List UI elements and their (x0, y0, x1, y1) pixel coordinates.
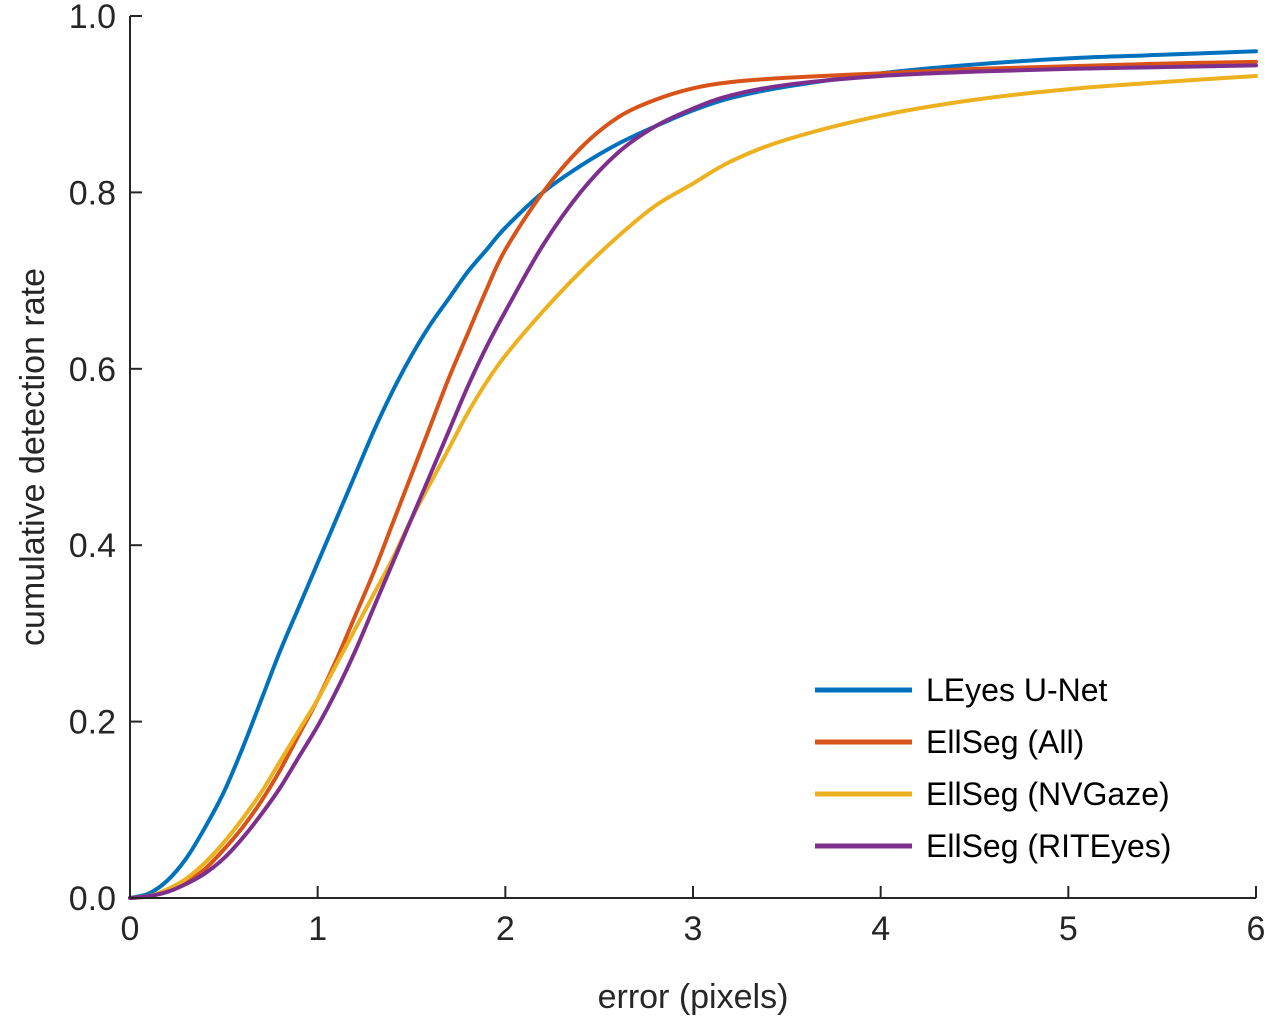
y-tick-label: 0.6 (69, 351, 116, 389)
x-tick-label: 5 (1059, 910, 1078, 948)
legend-label-1: EllSeg (All) (926, 724, 1084, 760)
legend-label-0: LEyes U-Net (926, 672, 1108, 708)
legend-label-2: EllSeg (NVGaze) (926, 776, 1170, 812)
y-tick-label: 1.0 (69, 0, 116, 36)
x-axis-label: error (pixels) (598, 978, 789, 1016)
legend-label-3: EllSeg (RITEyes) (926, 828, 1171, 864)
series-line-2 (128, 73, 1258, 900)
x-tick-label: 0 (121, 910, 140, 948)
axes (129, 16, 1256, 899)
series-line-3 (128, 63, 1258, 900)
y-axis-label: cumulative detection rate (14, 268, 52, 646)
x-tick-label: 4 (871, 910, 890, 948)
series-line-0 (128, 49, 1258, 900)
x-tick-label: 1 (308, 910, 327, 948)
y-tick-label: 0.0 (69, 880, 116, 918)
x-tick-label: 3 (684, 910, 703, 948)
y-tick-label: 0.2 (69, 704, 116, 742)
x-ticks: 0 1 2 3 4 5 6 (121, 886, 1266, 948)
x-tick-label: 6 (1247, 910, 1266, 948)
plot-area: 0 1 2 3 4 5 6 0.0 0.2 0.4 0.6 0.8 1.0 (69, 0, 1266, 948)
y-ticks: 0.0 0.2 0.4 0.6 0.8 1.0 (69, 0, 142, 918)
x-tick-label: 2 (496, 910, 515, 948)
y-tick-label: 0.4 (69, 527, 116, 565)
series-line-1 (128, 59, 1258, 900)
legend: LEyes U-Net EllSeg (All) EllSeg (NVGaze) El… (815, 672, 1171, 864)
series-lines (128, 49, 1258, 900)
y-tick-label: 0.8 (69, 174, 116, 212)
